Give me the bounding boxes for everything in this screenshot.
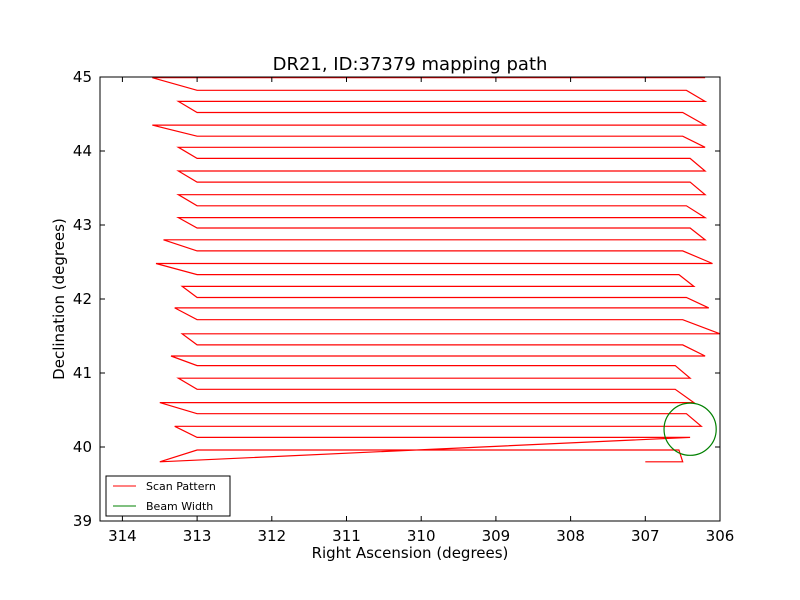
- y-axis: 39 40 41 42 43 44 45: [73, 68, 720, 530]
- x-tick-label: 311: [332, 527, 361, 545]
- legend: Scan Pattern Beam Width: [105, 475, 231, 517]
- beam-width-circle: [663, 402, 717, 456]
- x-tick-label: 306: [706, 527, 735, 545]
- scan-pattern-line: [152, 77, 721, 463]
- y-tick-label: 41: [73, 364, 92, 382]
- legend-box: [105, 475, 231, 517]
- y-tick-label: 45: [73, 68, 92, 86]
- x-tick-label: 312: [257, 527, 286, 545]
- x-tick-label: 309: [482, 527, 511, 545]
- plot-area: [100, 77, 720, 521]
- beam-width-series: [663, 402, 717, 456]
- plot-background: [100, 77, 720, 521]
- y-tick-label: 39: [73, 512, 92, 530]
- x-tick-label: 310: [407, 527, 436, 545]
- y-tick-label: 42: [73, 290, 92, 308]
- x-axis-label: Right Ascension (degrees): [312, 544, 509, 562]
- y-axis-label: Declination (degrees): [50, 218, 68, 380]
- y-tick-label: 44: [73, 142, 92, 160]
- x-axis: 314 313 312 311 310 309 308 307 306: [108, 77, 734, 545]
- x-tick-label: 307: [631, 527, 660, 545]
- x-tick-label: 314: [108, 527, 137, 545]
- legend-label-beam-width: Beam Width: [146, 500, 213, 513]
- y-tick-label: 43: [73, 216, 92, 234]
- x-tick-label: 313: [183, 527, 212, 545]
- chart-title: DR21, ID:37379 mapping path: [273, 54, 548, 75]
- x-tick-label: 308: [556, 527, 585, 545]
- legend-label-scan-pattern: Scan Pattern: [146, 480, 216, 493]
- scan-pattern-series: [152, 77, 721, 463]
- y-tick-label: 40: [73, 438, 92, 456]
